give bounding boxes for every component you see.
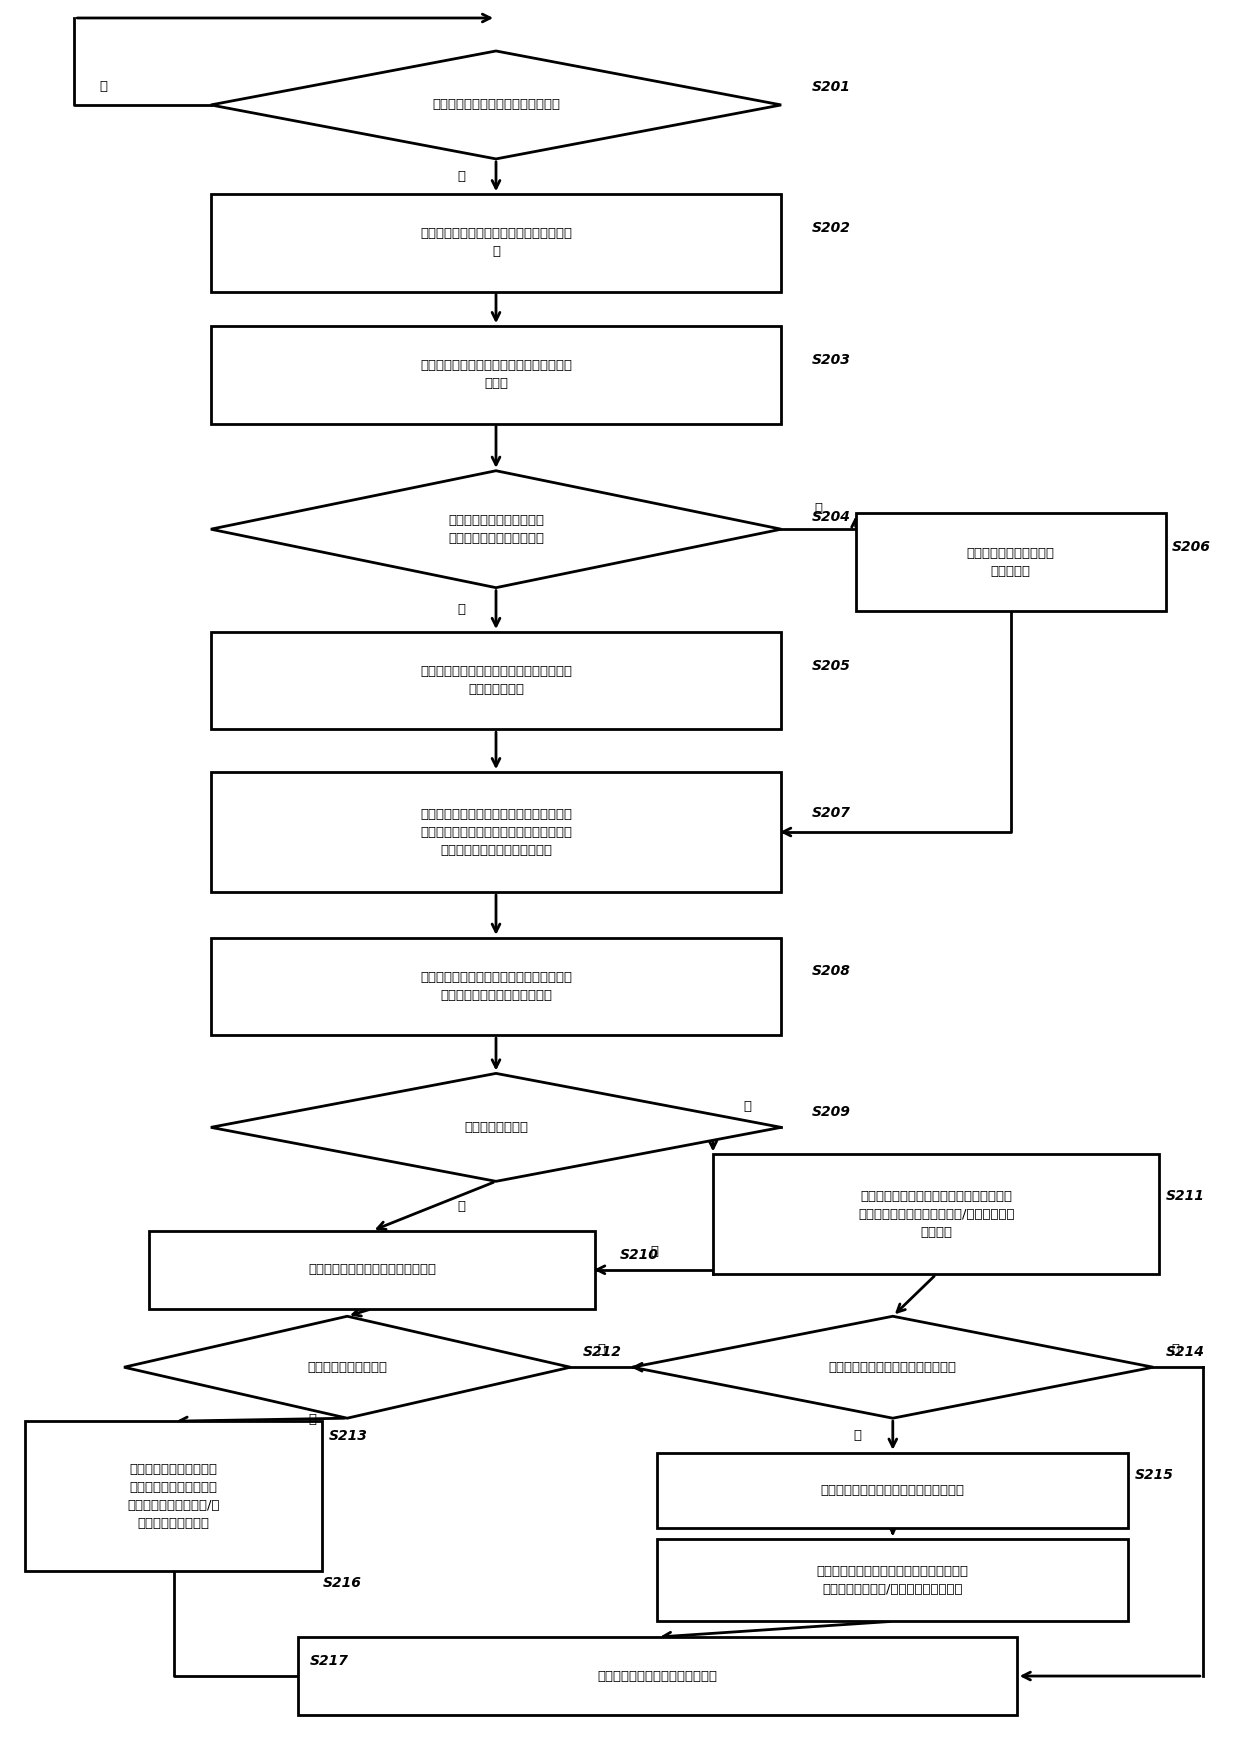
Text: 所述应用处理器记录当前的位置信息: 所述应用处理器记录当前的位置信息 — [308, 1263, 436, 1277]
Bar — [856, 514, 1166, 610]
Text: 否: 否 — [650, 1245, 658, 1258]
Text: S201: S201 — [812, 81, 851, 95]
Text: 将所述异常原因、所述当前的位置信息和日
志上报给网络侧和/或显示所述异常原因: 将所述异常原因、所述当前的位置信息和日 志上报给网络侧和/或显示所述异常原因 — [817, 1565, 968, 1596]
Bar — [211, 631, 781, 730]
Text: 否: 否 — [743, 1100, 751, 1112]
Bar — [211, 772, 781, 893]
Text: S215: S215 — [1135, 1468, 1173, 1482]
Bar — [25, 1421, 322, 1572]
Bar — [211, 938, 781, 1035]
Text: S204: S204 — [812, 510, 851, 524]
Text: S217: S217 — [310, 1654, 348, 1668]
Text: 所述应用处理器恢复所述
支持的多个协议栈中的默
认协议栈的开关状态和/或
复位所述调制解调器: 所述应用处理器恢复所述 支持的多个协议栈中的默 认协议栈的开关状态和/或 复位所… — [128, 1463, 219, 1529]
Text: 所述应用处理器关闭所述第一协议栈，以及
从所述调制解调器支持的多个协议栈中选择
除所述第一协议栈的第二协议栈: 所述应用处理器关闭所述第一协议栈，以及 从所述调制解调器支持的多个协议栈中选择 … — [420, 807, 572, 856]
Text: 所述应用处理器获取所述调制解调器当前使
用的第一协议栈: 所述应用处理器获取所述调制解调器当前使 用的第一协议栈 — [420, 665, 572, 696]
Text: 是: 是 — [309, 1414, 316, 1426]
Text: 否: 否 — [815, 502, 822, 514]
Text: S203: S203 — [812, 353, 851, 367]
Bar — [149, 1231, 595, 1308]
Text: S209: S209 — [812, 1105, 851, 1119]
Text: 是: 是 — [458, 170, 465, 182]
Polygon shape — [632, 1316, 1153, 1419]
Bar — [657, 1452, 1128, 1528]
Text: 内存访问错误的异常原因是已否上报: 内存访问错误的异常原因是已否上报 — [828, 1361, 957, 1373]
Polygon shape — [211, 51, 781, 160]
Text: 所述应用处理器处理本次异常结束: 所述应用处理器处理本次异常结束 — [598, 1670, 717, 1682]
Text: 否: 否 — [99, 81, 107, 93]
Text: S214: S214 — [1166, 1345, 1204, 1359]
Text: 位置信息是否发生变化: 位置信息是否发生变化 — [308, 1361, 387, 1373]
Text: S210: S210 — [620, 1247, 658, 1261]
Bar — [298, 1636, 1017, 1715]
Text: 所述调制解调器指示应用处理器处理本次异
常: 所述调制解调器指示应用处理器处理本次异 常 — [420, 228, 572, 258]
Text: 获取所述内存访问错误的异常原因和日志: 获取所述内存访问错误的异常原因和日志 — [821, 1484, 965, 1496]
Text: 调制解调器是否检测到内存访问错误: 调制解调器是否检测到内存访问错误 — [432, 98, 560, 112]
Bar — [211, 326, 781, 423]
Text: S211: S211 — [1166, 1189, 1204, 1203]
Text: S202: S202 — [812, 221, 851, 235]
Text: S206: S206 — [1172, 540, 1210, 554]
Polygon shape — [211, 470, 781, 588]
Text: S205: S205 — [812, 658, 851, 672]
Text: 所述应用处理器恢复所述支持的多个协议栈
中的默认协议栈的开关状态和/或复位所述调
制解调器: 所述应用处理器恢复所述支持的多个协议栈 中的默认协议栈的开关状态和/或复位所述调… — [858, 1189, 1014, 1238]
Text: S213: S213 — [329, 1430, 367, 1444]
Text: S216: S216 — [322, 1577, 361, 1591]
Bar — [657, 1538, 1128, 1621]
Bar — [713, 1154, 1159, 1273]
Text: S207: S207 — [812, 805, 851, 819]
Polygon shape — [211, 1073, 781, 1182]
Text: 网络注册是否成功: 网络注册是否成功 — [464, 1121, 528, 1133]
Text: 否: 否 — [854, 1430, 862, 1442]
Bar — [211, 195, 781, 291]
Polygon shape — [124, 1316, 570, 1419]
Text: 否: 否 — [598, 1344, 605, 1356]
Text: 是: 是 — [458, 603, 465, 616]
Text: 所述应用处理器复位所述
调制解调器: 所述应用处理器复位所述 调制解调器 — [967, 547, 1054, 577]
Text: 预设时长内相同异常原因的
出现次数是否达到预设次数: 预设时长内相同异常原因的 出现次数是否达到预设次数 — [448, 514, 544, 545]
Text: 所述应用处理器确定所述内存访问错误的异
常原因: 所述应用处理器确定所述内存访问错误的异 常原因 — [420, 360, 572, 391]
Text: 是: 是 — [458, 1200, 465, 1212]
Text: 是: 是 — [1172, 1344, 1179, 1356]
Text: S208: S208 — [812, 965, 851, 979]
Text: 所述应用处理器开启所述第二协议栈，并使
用所述第二协议栈进行网络注册: 所述应用处理器开启所述第二协议栈，并使 用所述第二协议栈进行网络注册 — [420, 972, 572, 1002]
Text: S212: S212 — [583, 1345, 621, 1359]
